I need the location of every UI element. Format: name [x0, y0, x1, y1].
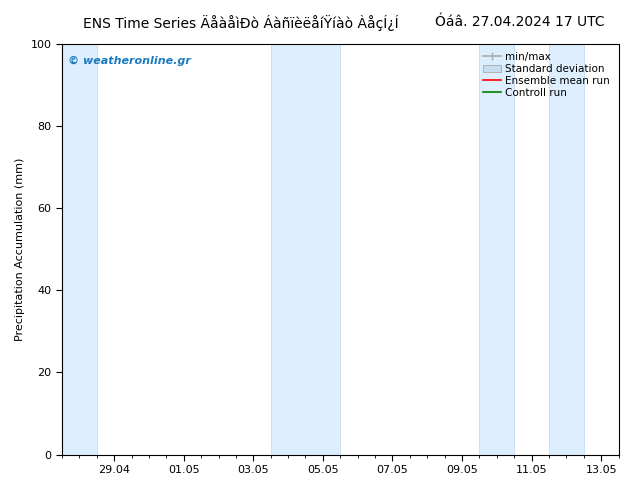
Bar	[62, 44, 97, 455]
Bar	[479, 44, 514, 455]
Text: © weatheronline.gr: © weatheronline.gr	[68, 56, 190, 66]
Bar	[271, 44, 340, 455]
Text: Óáâ. 27.04.2024 17 UTC: Óáâ. 27.04.2024 17 UTC	[435, 15, 605, 29]
Y-axis label: Precipitation Accumulation (mm): Precipitation Accumulation (mm)	[15, 157, 25, 341]
Bar	[549, 44, 584, 455]
Legend: min/max, Standard deviation, Ensemble mean run, Controll run: min/max, Standard deviation, Ensemble me…	[479, 49, 613, 101]
Text: ENS Time Series ÄåàåìÐò ÁàñïèëåíŸíàò ÀåçÍ¿Í: ENS Time Series ÄåàåìÐò ÁàñïèëåíŸíàò Àåç…	[83, 15, 399, 31]
